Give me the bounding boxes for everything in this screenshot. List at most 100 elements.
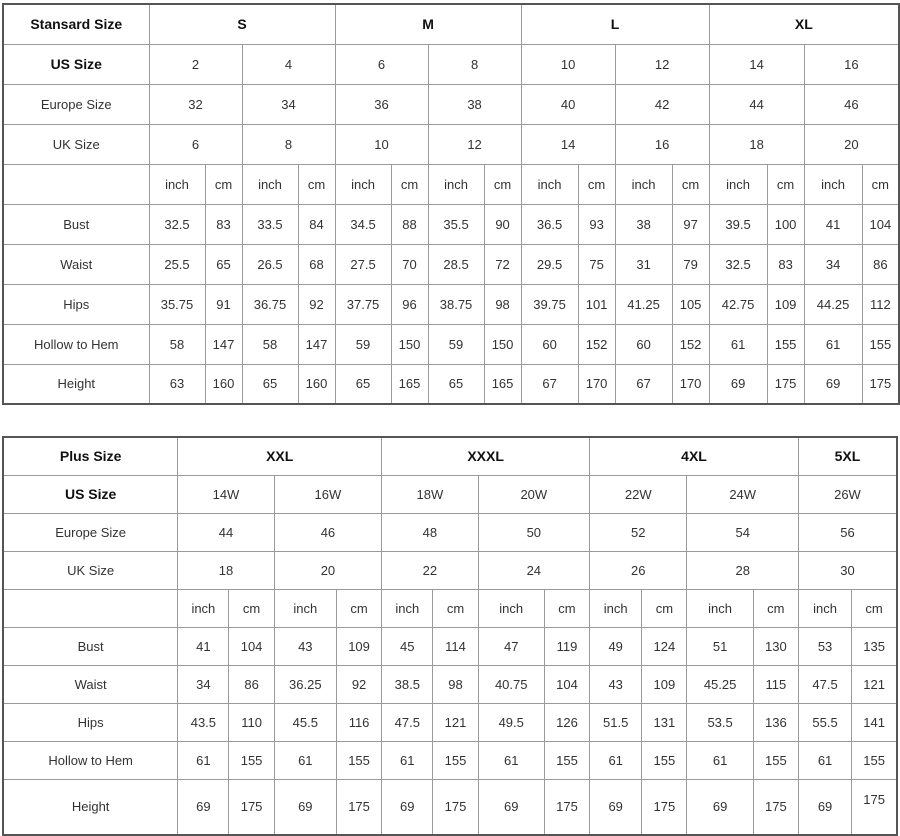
table-cell: 150 [390,323,429,365]
table-cell: 150 [483,323,522,365]
table-cell: 147 [297,323,336,365]
table-cell: 175 [766,363,805,405]
row-label: UK Size [2,550,179,590]
table-cell: 141 [851,702,898,742]
table-cell: cm [483,163,522,205]
table-cell: 114 [432,626,479,666]
table-cell: inch [477,588,545,628]
header-cell: 14W [177,474,275,514]
table-row: Hips 35.75 91 36.75 92 37.75 96 38.75 98 39.75 101… [2,283,900,325]
table-cell: 61 [177,740,230,780]
table-cell: 69 [803,363,863,405]
table-cell: cm [335,588,383,628]
table-cell: 104 [543,664,591,704]
table-cell: 65 [334,363,392,405]
table-cell: 41 [803,203,863,245]
header-cell: 14 [708,43,805,85]
header-cell: M [334,3,522,45]
table-cell: 155 [851,740,898,780]
table-cell: 35.75 [148,283,206,325]
table-cell: 36.25 [273,664,337,704]
table-cell: cm [390,163,429,205]
table-cell: inch [334,163,392,205]
table-cell: 147 [204,323,243,365]
table-cell: 12 [427,123,522,165]
table-row: Europe Size 44 46 48 50 52 54 56 [2,512,898,552]
table-cell: 165 [390,363,429,405]
table-cell: 40 [520,83,616,125]
row-label: Waist [2,243,150,285]
table-cell: 155 [752,740,799,780]
table-cell: 86 [228,664,275,704]
table-cell: 65 [204,243,243,285]
table-cell: 69 [686,778,754,836]
table-cell: 10 [334,123,429,165]
table-cell: 175 [543,778,591,836]
table-cell: 90 [483,203,522,245]
table-cell: 20 [803,123,900,165]
table-cell: 69 [589,778,643,836]
table-cell: 6 [148,123,243,165]
table-cell: 36.5 [520,203,579,245]
table-cell: 110 [228,702,275,742]
table-cell: 155 [228,740,275,780]
table-cell: 47.5 [797,664,853,704]
table-cell: inch [686,588,754,628]
table-cell: 96 [390,283,429,325]
table-cell: 67 [614,363,673,405]
header-cell: S [148,3,336,45]
table-cell: 131 [641,702,688,742]
table-cell: 27.5 [334,243,392,285]
table-cell: 69 [381,778,434,836]
table-cell: cm [543,588,591,628]
table-cell: 50 [477,512,591,552]
table-cell: 65 [241,363,299,405]
table-cell: inch [427,163,485,205]
table-cell: 155 [335,740,383,780]
table-cell: cm [851,588,898,628]
row-label: Hips [2,283,150,325]
row-label: US Size [2,474,179,514]
table-cell: 121 [432,702,479,742]
table-cell: inch [803,163,863,205]
table-cell: 49 [589,626,643,666]
table-cell: 109 [335,626,383,666]
table-row: Hollow to Hem 61 155 61 155 61 155 61 155 61 155 61… [2,740,898,780]
table-cell: inch [177,588,230,628]
table-cell: 41.25 [614,283,673,325]
table-cell: 43 [273,626,337,666]
table-cell: 116 [335,702,383,742]
header-cell: XXL [177,436,383,476]
table-cell: cm [861,163,900,205]
table-cell: inch [241,163,299,205]
table-cell: cm [752,588,799,628]
table-cell: 119 [543,626,591,666]
table-row: Bust 32.5 83 33.5 84 34.5 88 35.5 90 36.5 93 38 97 39… [2,203,900,245]
table-cell: 47.5 [381,702,434,742]
header-cell: 4 [241,43,336,85]
table-cell: 14 [520,123,616,165]
row-label: Plus Size [2,436,179,476]
table-cell: cm [228,588,275,628]
table-cell: 26.5 [241,243,299,285]
table-cell: 34 [241,83,336,125]
table-cell: 42 [614,83,710,125]
table-cell: cm [577,163,616,205]
table-cell: 25.5 [148,243,206,285]
table-cell: 36.75 [241,283,299,325]
table-row: Europe Size 32 34 36 38 40 42 44 46 [2,83,900,125]
row-label: Europe Size [2,83,150,125]
table-cell: 39.5 [708,203,768,245]
table-cell: 53.5 [686,702,754,742]
table-cell: 59 [334,323,392,365]
table-cell: 42.75 [708,283,768,325]
table-cell: 51 [686,626,754,666]
row-label: Height [2,778,179,836]
table-cell: inch [614,163,673,205]
table-cell: 61 [589,740,643,780]
header-cell: 26W [797,474,898,514]
table-cell: 109 [641,664,688,704]
table-cell: 43.5 [177,702,230,742]
table-cell: 104 [861,203,900,245]
table-cell: 18 [708,123,805,165]
